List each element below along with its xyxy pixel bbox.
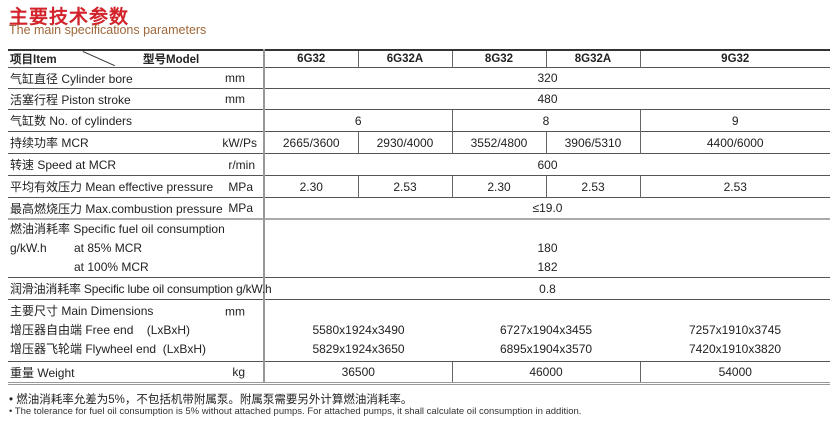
page-subtitle: The main specifications parameters [9,23,207,37]
value: 46000 [451,361,640,385]
label-text: 最高燃烧压力 Max.combustion pressure [10,201,223,216]
value-fly: 6895x1904x3570 [499,342,593,356]
value: 54000 [639,361,830,385]
value: 8 [451,109,640,132]
value: 6 [263,109,452,132]
value-free: 5580x1924x3490 [312,323,405,337]
model-9g32: 9G32 [639,49,830,68]
value: 600 [264,153,830,176]
model-6g32a: 6G32A [357,49,452,68]
value: 4400/6000 [639,131,830,154]
value: 480 [264,88,830,110]
page-title: 主要技术参数 [9,6,130,28]
unit: r/min [228,157,255,172]
unit: kW/Ps [222,135,257,150]
table-row: 活塞行程 Piston stroke mm 480 [8,88,830,110]
table-row: 主要尺寸 Main Dimensions mm 增压器自由端 Free end (L… [8,299,830,362]
label-text: 转速 Speed at MCR [10,158,117,172]
label-sub: at 85% MCR [74,241,143,255]
unit: MPa [228,201,253,215]
value: 2.53 [357,175,452,198]
value-free: 7257x1910x3745 [688,323,782,337]
footnote-en: • The tolerance for fuel oil consumption… [9,406,582,417]
table-row: 气缸直径 Cylinder bore mm 320 [8,67,830,89]
model-8g32a: 8G32A [545,49,640,68]
value: 2.30 [263,175,358,198]
label-text: 平均有效压力 Mean effective pressure [10,180,214,194]
table-row: 燃油消耗率 Specific fuel oil consumption g/kW… [8,218,830,278]
value: ≤19.0 [264,197,830,219]
unit: kg [232,365,245,379]
value: 2665/3600 [263,131,358,154]
label-sub: 增压器飞轮端 Flywheel end (LxBxH) [10,342,207,356]
row-label: 重量 Weight kg [8,361,265,385]
value: 180 182 [264,218,830,278]
row-label: 平均有效压力 Mean effective pressure MPa [8,175,265,198]
unit: mm [225,92,245,106]
value-fly: 5829x1924x3650 [312,342,405,356]
label-sub: at 100% MCR [74,260,149,274]
label-text: 燃油消耗率 Specific fuel oil consumption g/kW… [10,222,225,255]
header-model: 型号Model [143,54,200,66]
value: 320 [264,67,830,89]
model-6g32: 6G32 [263,49,358,68]
value-100: 182 [537,260,558,274]
header-row: 项目Item 型号Model 6G32 6G32A 8G32 8G32A 9G32 [8,49,830,68]
value-fly: 7420x1910x3820 [688,342,782,356]
value: 3906/5310 [545,131,640,154]
label-text: 持续功率 MCR [10,136,89,150]
value: 2930/4000 [357,131,452,154]
label-text: 重量 Weight [10,365,75,380]
row-label: 活塞行程 Piston stroke mm [8,88,265,110]
value-85: 180 [537,241,558,255]
value: 0.8 [264,277,830,300]
value: 7257x1910x3745 7420x1910x3820 [640,299,830,362]
table-row: 气缸数 No. of cylinders 6 8 9 [8,109,830,132]
value-free: 6727x1904x3455 [499,323,593,337]
footnote-cn: • 燃油消耗率允差为5%，不包括机带附属泵。附属泵需要另外计算燃油消耗率。 [9,394,413,406]
label-sub: 增压器自由端 Free end (LxBxH) [10,323,191,337]
row-label: 气缸直径 Cylinder bore mm [8,67,265,89]
unit: mm [225,304,245,318]
model-8g32: 8G32 [451,49,546,68]
table-row: 平均有效压力 Mean effective pressure MPa 2.30 2.5… [8,175,830,198]
unit: mm [225,71,245,85]
label-text: 气缸直径 Cylinder bore [10,71,133,86]
header-item-cell: 项目Item 型号Model [8,49,265,68]
value: 6727x1904x3455 6895x1904x3570 [452,299,640,362]
table-row: 润滑油消耗率 Specific lube oil consumption g/k… [8,277,830,300]
table-row: 重量 Weight kg 36500 46000 54000 [8,361,830,385]
value: 9 [639,109,830,132]
table-row: 最高燃烧压力 Max.combustion pressure MPa ≤19.0 [8,197,830,219]
row-label: 持续功率 MCR kW/Ps [8,131,265,154]
row-label: 转速 Speed at MCR r/min [8,153,265,176]
table-row: 转速 Speed at MCR r/min 600 [8,153,830,176]
label-text: 活塞行程 Piston stroke [10,92,131,107]
value: 3552/4800 [451,131,546,154]
value: 2.53 [545,175,640,198]
row-label: 燃油消耗率 Specific fuel oil consumption g/kW… [8,218,265,278]
diagonal-divider [82,51,115,67]
label-text: 主要尺寸 Main Dimensions [10,304,154,318]
table-row: 持续功率 MCR kW/Ps 2665/3600 2930/4000 3552/4800… [8,131,830,154]
row-label: 主要尺寸 Main Dimensions mm 增压器自由端 Free end (L… [8,299,265,362]
row-label: 润滑油消耗率 Specific lube oil consumption g/k… [8,277,272,300]
value: 2.53 [639,175,830,198]
value: 2.30 [451,175,546,198]
row-label: 气缸数 No. of cylinders [8,109,265,132]
row-label: 最高燃烧压力 Max.combustion pressure MPa [8,197,265,219]
header-item: 项目Item [10,54,57,66]
value: 5580x1924x3490 5829x1924x3650 [264,299,452,362]
value: 36500 [263,361,452,385]
specifications-table: 项目Item 型号Model 6G32 6G32A 8G32 8G32A 9G32… [8,49,830,385]
unit: MPa [228,179,253,194]
